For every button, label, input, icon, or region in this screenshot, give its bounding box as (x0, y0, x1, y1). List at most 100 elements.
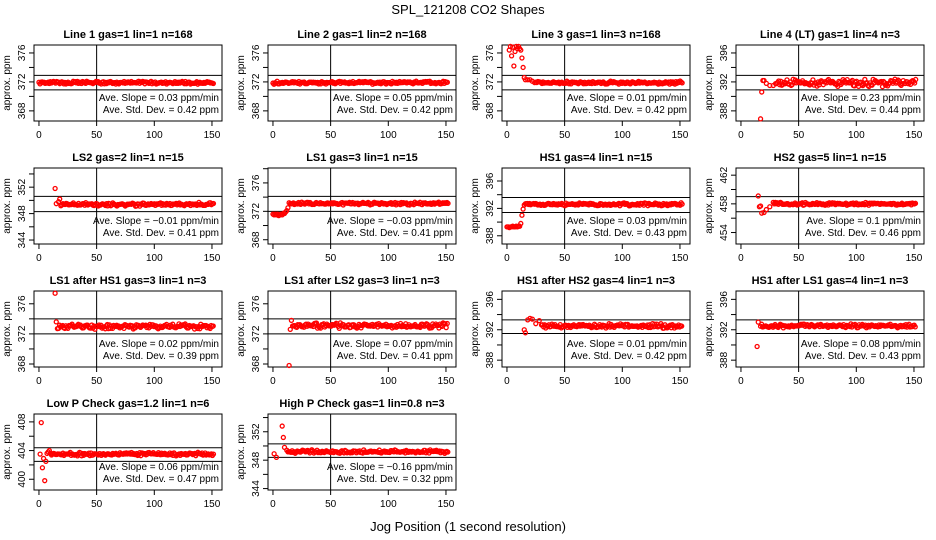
data-point (913, 76, 919, 83)
data-point (52, 290, 58, 296)
data-point (445, 200, 451, 207)
data-points (37, 419, 217, 484)
x-tick-label: 150 (204, 499, 221, 510)
data-point (444, 320, 450, 327)
avg-std-dev-annotation: Ave. Std. Dev. = 0.41 ppm (337, 228, 453, 239)
y-axis-label: approx. ppm (236, 301, 247, 357)
x-tick-label: 50 (793, 376, 805, 387)
data-points (270, 78, 450, 87)
panel-7: HS1 gas=4 lin=1 n=15 0 50 100 150 388 392 396 ap… (470, 152, 691, 264)
data-point (511, 63, 517, 69)
x-tick-label: 50 (91, 376, 103, 387)
y-tick-label: 396 (719, 44, 730, 61)
y-tick-label: 396 (485, 172, 496, 189)
x-tick-label: 100 (146, 499, 163, 510)
plot-box (501, 290, 691, 368)
data-point (57, 196, 63, 202)
y-tick-label: 392 (719, 321, 730, 338)
y-tick-label: 392 (719, 73, 730, 90)
y-tick-label: 344 (17, 231, 28, 248)
panel-5: LS2 gas=2 lin=1 n=15 0 50 100 150 344 348 352 ap… (2, 152, 223, 264)
x-tick-label: 50 (91, 499, 103, 510)
y-tick-label: 372 (251, 325, 262, 342)
panel-4: Line 4 (LT) gas=1 lin=4 n=3 0 50 100 150 388 3… (704, 29, 925, 141)
data-point (426, 325, 433, 331)
data-point (42, 478, 48, 484)
y-tick-label: 388 (719, 351, 730, 368)
x-tick-label: 50 (559, 253, 571, 264)
data-point (287, 326, 293, 333)
y-axis-label: approx. ppm (2, 178, 13, 234)
data-points (52, 290, 216, 332)
data-point (757, 203, 764, 209)
data-point (52, 185, 58, 192)
avg-std-dev-annotation: Ave. Std. Dev. = 0.39 ppm (103, 351, 219, 362)
y-tick-label: 396 (485, 291, 496, 308)
avg-slope-annotation: Ave. Slope = 0.08 ppm/min (801, 339, 921, 350)
panel-title: Line 3 gas=1 lin=3 n=168 (531, 29, 660, 41)
y-tick-label: 392 (485, 321, 496, 338)
y-tick-label: 388 (485, 351, 496, 368)
y-tick-label: 400 (17, 470, 28, 487)
x-tick-label: 100 (848, 376, 865, 387)
x-tick-label: 100 (380, 253, 397, 264)
y-tick-label: 376 (251, 44, 262, 61)
data-point (210, 200, 217, 207)
data-point (288, 317, 295, 323)
panel-10: LS1 after LS2 gas=3 lin=1 n=3 0 50 100 150 36… (236, 275, 457, 387)
data-points (521, 315, 685, 336)
avg-std-dev-annotation: Ave. Std. Dev. = 0.42 ppm (571, 105, 687, 116)
data-points (506, 43, 685, 87)
x-tick-label: 100 (146, 253, 163, 264)
x-tick-label: 150 (204, 253, 221, 264)
data-point (444, 79, 450, 85)
data-point (912, 200, 919, 206)
panel-12: HS1 after LS1 gas=4 lin=1 n=3 0 50 100 150 38… (704, 275, 925, 387)
x-tick-label: 0 (504, 130, 510, 141)
panel-title: HS1 after LS1 gas=4 lin=1 n=3 (752, 275, 909, 287)
x-tick-label: 150 (438, 253, 455, 264)
avg-slope-annotation: Ave. Slope = 0.05 ppm/min (333, 93, 453, 104)
x-tick-label: 50 (325, 130, 337, 141)
x-tick-label: 150 (204, 376, 221, 387)
data-point (38, 419, 44, 426)
data-point (508, 53, 515, 59)
plot-box (735, 44, 925, 122)
avg-slope-annotation: Ave. Slope = 0.03 ppm/min (567, 216, 687, 227)
x-tick-label: 100 (614, 253, 631, 264)
y-axis-label: approx. ppm (470, 301, 481, 357)
y-tick-label: 376 (251, 174, 262, 191)
x-tick-label: 0 (36, 253, 42, 264)
data-points (504, 200, 685, 231)
x-tick-label: 50 (325, 376, 337, 387)
panel-title: Line 4 (LT) gas=1 lin=4 n=3 (760, 29, 900, 41)
y-tick-label: 388 (719, 102, 730, 119)
avg-std-dev-annotation: Ave. Std. Dev. = 0.41 ppm (103, 228, 219, 239)
avg-slope-annotation: Ave. Slope = 0.1 ppm/min (806, 216, 921, 227)
data-point (520, 64, 526, 71)
x-tick-label: 0 (36, 376, 42, 387)
y-axis-label: approx. ppm (704, 55, 715, 111)
avg-std-dev-annotation: Ave. Std. Dev. = 0.43 ppm (805, 351, 921, 362)
data-point (53, 319, 59, 325)
y-axis-label: approx. ppm (2, 55, 13, 111)
data-point (518, 220, 524, 227)
avg-std-dev-annotation: Ave. Std. Dev. = 0.46 ppm (805, 228, 921, 239)
panel-title: LS1 after HS1 gas=3 lin=1 n=3 (50, 275, 207, 287)
panel-title: HS1 gas=4 lin=1 n=15 (540, 152, 653, 164)
panel-1: Line 1 gas=1 lin=1 n=168 0 50 100 150 368 372 3… (2, 29, 223, 141)
figure-title: SPL_121208 CO2 Shapes (391, 2, 545, 17)
data-point (280, 434, 286, 441)
panel-2: Line 2 gas=1 lin=2 n=168 0 50 100 150 368 372 3… (236, 29, 457, 141)
x-tick-label: 50 (559, 130, 571, 141)
x-tick-label: 150 (438, 499, 455, 510)
y-tick-label: 372 (485, 73, 496, 90)
data-point (210, 323, 216, 329)
plot-box (501, 44, 691, 122)
x-tick-label: 100 (146, 376, 163, 387)
y-tick-label: 454 (719, 224, 730, 241)
data-point (912, 324, 918, 330)
data-point (55, 199, 62, 205)
data-point (519, 55, 525, 61)
